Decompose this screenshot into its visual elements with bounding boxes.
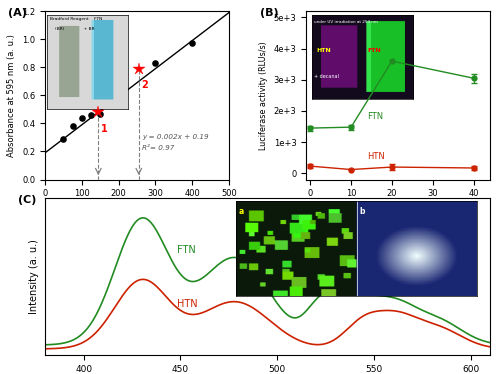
Y-axis label: Intensity (a. u.): Intensity (a. u.) — [30, 239, 40, 314]
Y-axis label: Luciferase activity (RLUs/s): Luciferase activity (RLUs/s) — [259, 41, 268, 150]
Text: (A): (A) — [8, 8, 27, 18]
Text: (B): (B) — [260, 8, 279, 18]
Text: HTN: HTN — [368, 152, 385, 161]
Text: HTN: HTN — [176, 299, 197, 309]
Text: 530: 530 — [330, 264, 344, 280]
Point — [60, 136, 68, 142]
Text: (C): (C) — [18, 195, 36, 205]
X-axis label: Concentration (μg/mL): Concentration (μg/mL) — [86, 204, 188, 213]
Point — [152, 60, 160, 66]
Point — [188, 40, 196, 46]
Point — [87, 112, 95, 118]
Text: FTN: FTN — [176, 245, 196, 255]
Point — [68, 123, 76, 129]
X-axis label: Time (min): Time (min) — [374, 204, 422, 213]
Text: 520: 520 — [308, 276, 322, 292]
Y-axis label: Absorbance at 595 nm (a. u.): Absorbance at 595 nm (a. u.) — [8, 34, 16, 157]
Text: 2: 2 — [141, 80, 148, 91]
Point — [114, 88, 122, 94]
Point — [96, 111, 104, 117]
Text: FTN: FTN — [368, 112, 384, 121]
Point — [78, 115, 86, 121]
Text: y = 0.002x + 0.19: y = 0.002x + 0.19 — [142, 134, 209, 140]
Text: 1: 1 — [100, 124, 107, 134]
Text: R²= 0.97: R²= 0.97 — [142, 145, 175, 151]
